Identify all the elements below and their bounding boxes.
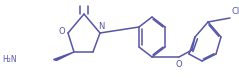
Text: O: O bbox=[59, 27, 66, 36]
Text: H₂N: H₂N bbox=[2, 56, 17, 65]
Polygon shape bbox=[54, 52, 74, 60]
Text: Cl: Cl bbox=[231, 7, 239, 16]
Text: O: O bbox=[176, 60, 182, 69]
Text: N: N bbox=[98, 22, 104, 31]
